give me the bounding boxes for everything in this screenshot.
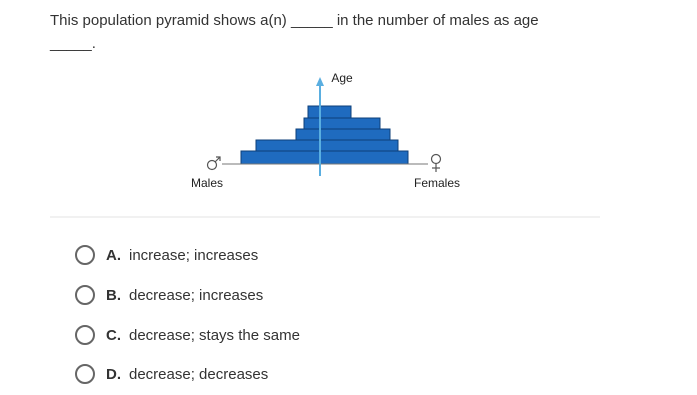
option-text: increase; increases [129,246,259,264]
option[interactable]: B. decrease; increases [75,284,263,306]
left-label: Males [191,176,223,190]
bar [255,139,399,152]
pyramid-bars [240,105,409,165]
radio[interactable] [75,364,95,384]
bar [307,105,352,119]
option-letter: D. [106,365,121,383]
option-letter: A. [106,246,121,264]
option-letter: B. [106,286,121,304]
radio[interactable] [75,285,95,305]
option[interactable]: C. decrease; stays the same [75,324,300,346]
axis-label: Age [331,71,353,85]
option[interactable]: A. increase; increases [75,244,258,266]
question: This population pyramid shows a(n) _____… [50,12,539,52]
bar [295,128,391,141]
male-symbol [206,156,221,171]
axis-arrow [316,77,324,86]
option-text: decrease; stays the same [129,326,300,344]
bar [303,117,381,130]
option-letter: C. [106,326,121,344]
female-symbol [430,153,442,172]
option[interactable]: D. decrease; decreases [75,363,268,385]
right-label: Females [414,176,460,190]
option-text: decrease; increases [129,286,264,304]
radio[interactable] [75,245,95,265]
option-text: decrease; decreases [129,365,269,383]
radio[interactable] [75,325,95,345]
bar [240,150,409,165]
